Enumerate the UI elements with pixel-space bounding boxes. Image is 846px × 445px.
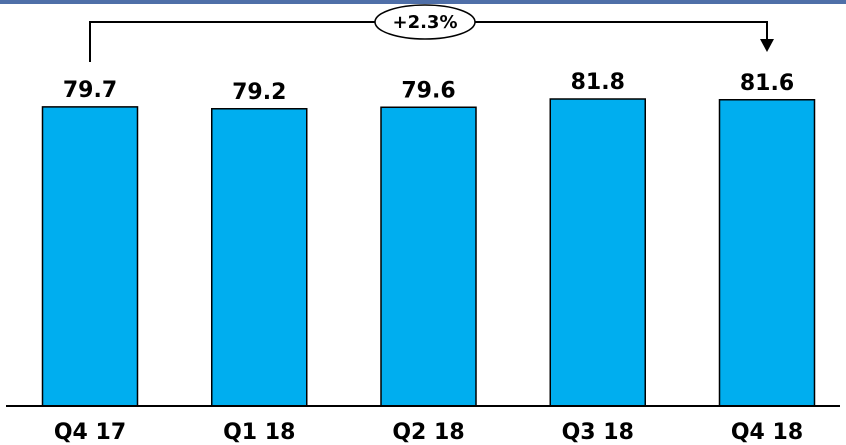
top-rule — [0, 0, 846, 4]
x-tick-label: Q1 18 — [223, 420, 295, 445]
value-label: 79.7 — [63, 78, 117, 103]
bar-q4-18 — [718, 99, 816, 407]
growth-annotation: +2.3% — [89, 4, 774, 62]
bars-group — [41, 98, 816, 407]
value-label: 81.8 — [571, 70, 625, 95]
annotation-oval — [374, 4, 476, 40]
x-tick-label: Q3 18 — [562, 420, 634, 445]
tick-labels-group: Q4 17 Q1 18 Q2 18 Q3 18 Q4 18 — [54, 420, 803, 445]
annotation-text: +2.3% — [392, 12, 457, 33]
annotation-arrowhead — [760, 39, 774, 52]
bar-q3-18 — [549, 98, 646, 407]
value-labels-group: 79.7 79.2 79.6 81.8 81.6 — [63, 70, 794, 105]
x-tick-label: Q4 18 — [731, 420, 803, 445]
bar-q1-18 — [211, 108, 308, 407]
value-label: 79.6 — [401, 78, 455, 103]
value-label: 79.2 — [232, 80, 286, 105]
x-tick-label: Q2 18 — [392, 420, 464, 445]
value-label: 81.6 — [740, 71, 794, 96]
x-tick-label: Q4 17 — [54, 420, 126, 445]
bar-q4-17 — [41, 106, 139, 407]
bar-q2-18 — [380, 106, 477, 407]
